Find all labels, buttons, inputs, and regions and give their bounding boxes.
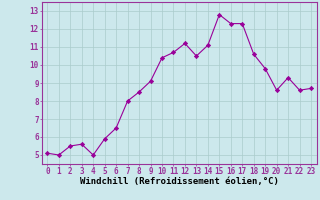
X-axis label: Windchill (Refroidissement éolien,°C): Windchill (Refroidissement éolien,°C) — [80, 177, 279, 186]
